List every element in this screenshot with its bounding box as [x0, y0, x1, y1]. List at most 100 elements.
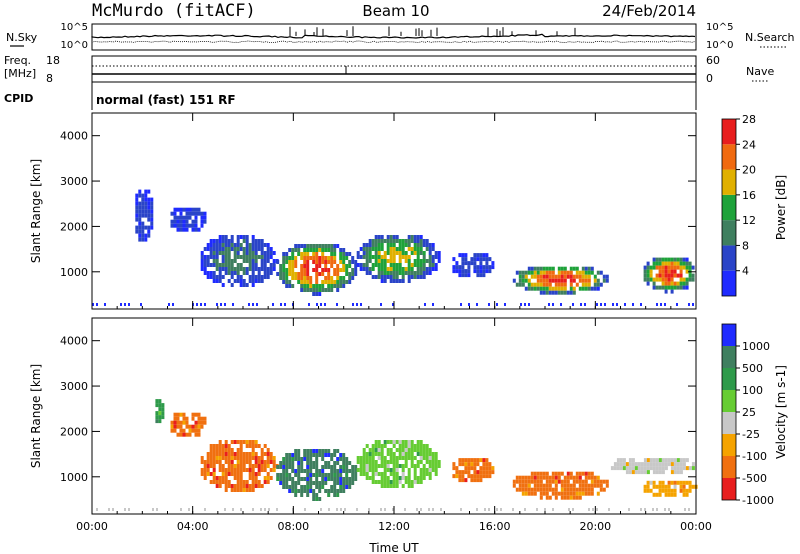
cell — [206, 263, 210, 267]
cell — [428, 271, 432, 275]
cell — [398, 271, 402, 275]
cell — [182, 412, 186, 417]
cell — [209, 271, 213, 275]
cell — [248, 488, 252, 492]
cell — [272, 464, 276, 468]
cell — [386, 271, 390, 275]
cell — [655, 277, 659, 282]
colorbar-segment — [722, 245, 736, 271]
cell — [141, 197, 145, 202]
cell — [401, 271, 405, 275]
cell — [179, 223, 183, 228]
cell — [300, 489, 304, 493]
cell — [185, 424, 189, 429]
cell — [203, 211, 207, 216]
cell — [185, 207, 189, 212]
cell — [291, 489, 295, 493]
cell — [602, 274, 606, 279]
cell — [144, 193, 148, 198]
gs-cell — [548, 303, 550, 306]
cell — [661, 466, 665, 471]
cell — [236, 235, 240, 239]
cell — [260, 263, 264, 267]
colorbar-segment — [722, 412, 736, 434]
cell — [658, 492, 662, 497]
cell — [545, 270, 549, 275]
gs-cell — [496, 508, 498, 511]
gs-cell — [432, 303, 434, 306]
cell — [422, 275, 426, 279]
cell — [569, 282, 573, 287]
colorbar-label: Power [dB] — [774, 175, 788, 240]
cell — [560, 282, 564, 287]
cell — [288, 248, 292, 252]
cell — [377, 239, 381, 243]
cell — [272, 267, 276, 271]
cell — [269, 251, 273, 255]
cell — [327, 473, 331, 477]
cell — [416, 440, 420, 444]
cell — [479, 265, 483, 270]
cell — [158, 411, 162, 416]
cell — [670, 261, 674, 266]
cell — [315, 292, 319, 296]
cell — [215, 267, 219, 271]
cell — [688, 273, 692, 278]
cell — [336, 469, 340, 473]
cell — [324, 489, 328, 493]
cell — [351, 276, 355, 280]
cell — [300, 244, 304, 248]
cell — [419, 456, 423, 460]
cell — [670, 492, 674, 497]
cell — [419, 440, 423, 444]
cell — [554, 475, 558, 480]
cell — [383, 460, 387, 464]
cell — [263, 255, 267, 259]
cell — [374, 255, 378, 259]
cell — [383, 480, 387, 484]
gs-cell — [120, 303, 122, 306]
cell — [306, 248, 310, 252]
cell — [260, 275, 264, 279]
cell — [590, 483, 594, 488]
cell — [318, 497, 322, 501]
cell — [428, 448, 432, 452]
gs-cell — [428, 508, 430, 511]
cell — [312, 288, 316, 292]
cell — [664, 257, 668, 262]
cell — [482, 466, 486, 471]
cell — [315, 248, 319, 252]
cell — [548, 479, 552, 484]
cell — [179, 207, 183, 212]
cell — [581, 487, 585, 492]
cell — [345, 461, 349, 465]
cell — [236, 456, 240, 460]
cell — [419, 251, 423, 255]
cell — [479, 458, 483, 463]
gs-cell — [600, 303, 602, 306]
cell — [233, 267, 237, 271]
cell — [254, 460, 258, 464]
cell — [188, 207, 192, 212]
cell — [661, 273, 665, 278]
cell — [173, 416, 177, 421]
cell — [371, 247, 375, 251]
cell — [536, 266, 540, 271]
cell — [297, 461, 301, 465]
cell — [652, 257, 656, 262]
cell — [422, 456, 426, 460]
cell — [239, 464, 243, 468]
cell — [245, 283, 249, 287]
cell — [569, 270, 573, 275]
colorbar-segment — [722, 478, 736, 500]
cell — [330, 264, 334, 268]
cell — [539, 483, 543, 488]
cell — [413, 263, 417, 267]
cell — [658, 261, 662, 266]
cell — [324, 449, 328, 453]
cell — [428, 247, 432, 251]
cell — [416, 448, 420, 452]
cell — [419, 239, 423, 243]
cell — [176, 416, 180, 421]
cell — [150, 217, 154, 222]
